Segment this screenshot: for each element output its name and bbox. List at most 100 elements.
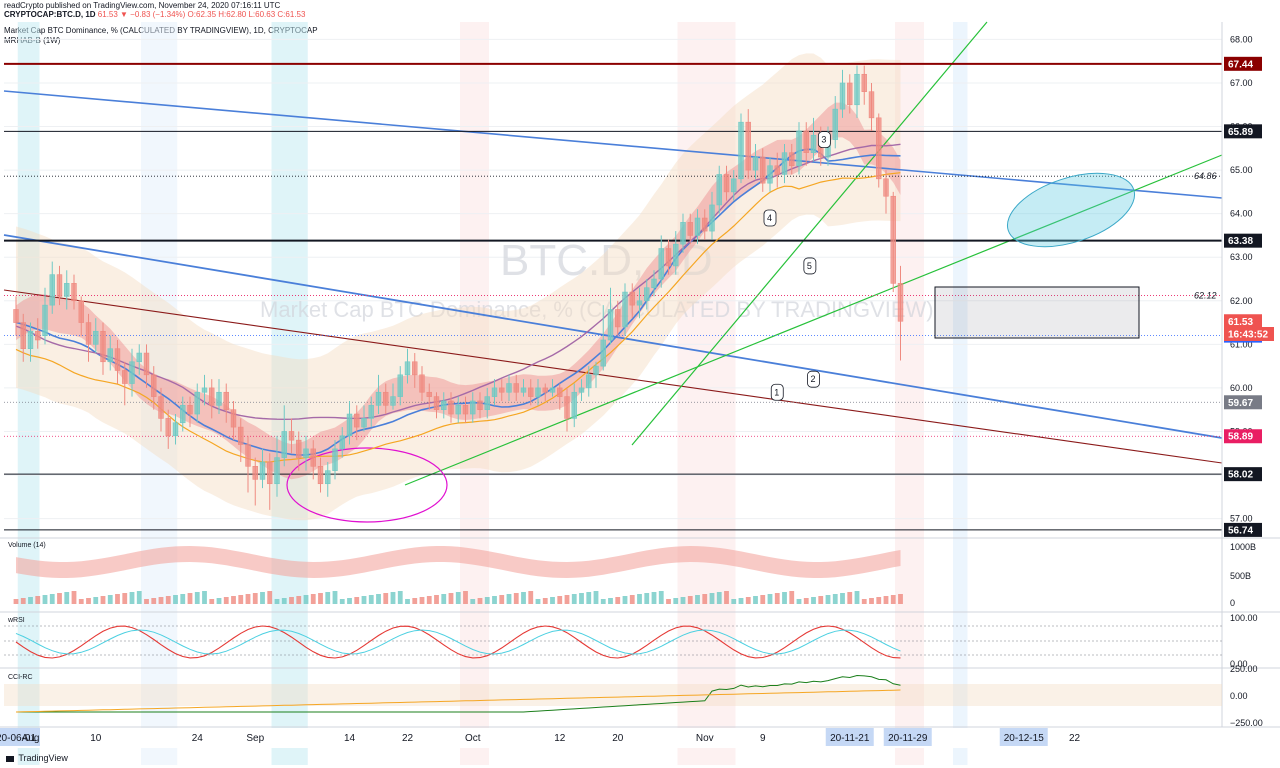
cloud-band — [16, 53, 901, 521]
candle-body — [252, 466, 258, 480]
candle-body — [564, 396, 570, 419]
volume-bar — [622, 596, 628, 604]
candle-body — [151, 374, 157, 397]
candle-body — [426, 391, 432, 397]
level-label: 58.02 — [1228, 470, 1253, 481]
cci-band — [4, 684, 1222, 706]
volume-tick: 500B — [1230, 571, 1251, 581]
volume-bar — [426, 596, 432, 604]
volume-label: Volume (14) — [8, 542, 46, 549]
candle-body — [499, 387, 505, 393]
x-tick-label: 12 — [554, 733, 566, 744]
volume-bar — [789, 591, 795, 604]
candle-body — [738, 121, 744, 180]
candle-body — [383, 391, 389, 406]
volume-bar — [883, 596, 889, 604]
x-tick-label: 9 — [760, 733, 766, 744]
candle-body — [477, 400, 483, 410]
dotted-level-label: 64.86 — [1194, 171, 1217, 181]
x-tick-highlight — [883, 728, 932, 746]
candle-body — [325, 470, 331, 485]
candle-body — [274, 457, 280, 485]
candle-body — [361, 418, 367, 428]
candle-body — [332, 448, 338, 471]
x-tick-label: 24 — [192, 733, 204, 744]
candle-body — [368, 405, 374, 419]
y-tick-label: 68.00 — [1230, 34, 1253, 44]
candle-body — [303, 448, 309, 458]
candle-body — [868, 91, 875, 119]
volume-bar — [557, 596, 563, 604]
candle-body — [839, 82, 846, 110]
volume-bar — [760, 595, 766, 604]
annotation-callout — [763, 209, 777, 227]
volume-bar — [86, 598, 91, 604]
volume-bar — [136, 591, 142, 604]
candle-body — [172, 422, 179, 437]
volume-bar — [550, 597, 555, 604]
candle-body — [158, 396, 164, 419]
volume-bar — [274, 599, 280, 604]
x-tick-highlight — [825, 728, 874, 746]
candle-body — [607, 309, 614, 341]
candle-body — [549, 387, 556, 393]
volume-bar — [854, 591, 860, 604]
volume-bar — [194, 592, 200, 604]
volume-bar — [745, 597, 751, 604]
candle-body — [281, 431, 287, 458]
cci-green-line — [16, 674, 901, 713]
x-tick-highlight — [0, 728, 40, 746]
candle-body — [709, 204, 715, 232]
volume-bar — [180, 594, 186, 604]
volume-bar — [64, 592, 70, 604]
volume-bar — [796, 599, 802, 604]
volume-bar — [78, 599, 84, 604]
annotation-callout — [817, 131, 831, 149]
level-label-bg — [1224, 56, 1262, 71]
volume-bar — [383, 593, 389, 604]
level-label-bg — [1224, 522, 1262, 537]
candle-body — [209, 387, 215, 406]
y-tick-label: 65.00 — [1230, 165, 1253, 175]
candle-body — [85, 322, 92, 345]
volume-bar — [499, 595, 505, 604]
level-label-bg — [1224, 233, 1262, 248]
level-label-bg — [1224, 124, 1262, 139]
volume-bar — [825, 595, 831, 604]
candle-body — [571, 391, 577, 419]
candle-body — [470, 400, 476, 415]
candle-body — [847, 82, 853, 106]
level-label: 63.38 — [1228, 236, 1253, 247]
volume-bar — [818, 596, 824, 604]
candle-body — [267, 461, 273, 485]
volume-bar — [209, 599, 215, 604]
x-tick-label: 20-12-15 — [1004, 733, 1044, 744]
volume-bar — [158, 597, 164, 604]
volume-bar — [107, 595, 113, 604]
candle-body — [774, 165, 780, 175]
volume-bar — [57, 593, 62, 604]
volume-bar — [586, 592, 592, 604]
candle-body — [13, 309, 19, 323]
volume-bar — [528, 591, 534, 604]
candle-body — [339, 435, 345, 450]
tradingview-icon — [6, 755, 14, 762]
volume-bar — [129, 592, 135, 604]
candle-body — [412, 361, 418, 376]
candle-body — [187, 405, 193, 415]
volume-bar — [397, 591, 403, 604]
volume-bar — [318, 593, 323, 604]
candle-body — [455, 405, 461, 415]
candle-body — [687, 222, 693, 236]
wrsi-tick: 0.00 — [1230, 659, 1248, 669]
volume-bar — [332, 591, 338, 604]
candle-body — [180, 405, 186, 424]
candle-body — [143, 352, 150, 376]
volume-bar — [281, 598, 287, 604]
volume-bar — [687, 596, 693, 604]
annotation-label: 1 — [774, 387, 779, 397]
volume-bar — [245, 594, 251, 604]
y-tick-label: 60.00 — [1230, 383, 1253, 393]
candle-body — [593, 365, 599, 376]
